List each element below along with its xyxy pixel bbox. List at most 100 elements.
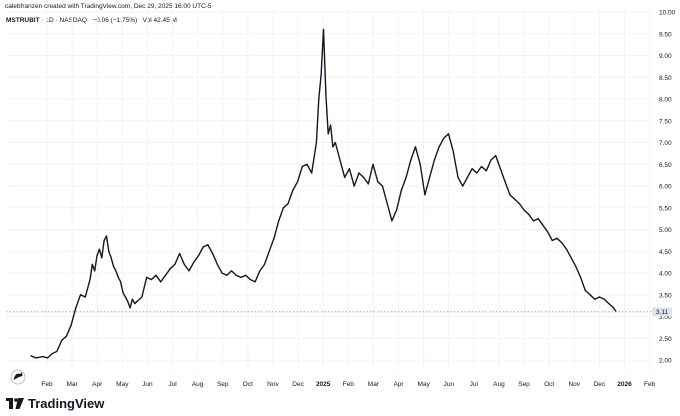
price-point [490,159,492,161]
y-tick-label: 8.50 [659,75,672,82]
price-point [117,276,119,279]
price-point [433,159,435,161]
price-point [278,220,280,222]
price-point [94,270,96,272]
price-point [518,202,520,205]
price-point [575,265,577,268]
price-point [443,137,445,139]
price-point [532,220,535,222]
y-tick-label: 3.00 [659,314,672,321]
x-tick-label: Nov [267,381,279,388]
price-point [372,163,374,165]
y-tick-label: 5.00 [659,227,672,234]
price-point [561,242,563,244]
price-point [122,292,124,294]
price-point [513,198,516,200]
tradingview-brand[interactable]: TradingView [6,396,104,411]
x-tick-label: 2026 [617,381,632,388]
price-point [145,276,148,279]
replay-icon-group[interactable] [10,369,26,385]
y-tick-label: 5.50 [659,205,672,212]
price-point [127,300,129,302]
price-point [334,141,336,144]
price-point [134,302,136,305]
price-point [424,194,426,196]
price-point [400,189,402,192]
time-axis[interactable]: Feb Mar Apr May Jun Jul Aug Sep Oct Nov Dec 2025 Feb… [41,381,655,388]
x-tick-label: Nov [568,381,580,388]
price-point [202,246,204,248]
price-point [322,28,325,31]
price-point [584,289,586,292]
y-tick-label: 2.50 [659,336,672,343]
price-point [414,146,417,148]
price-point [174,263,176,265]
y-tick-label: 3.50 [659,292,672,299]
price-point [292,189,294,192]
price-point [98,248,101,250]
price-point [311,172,313,174]
price-point [452,150,454,152]
price-point [282,207,284,209]
price-point [89,279,91,281]
price-point [193,261,195,263]
last-price-marker: 3.11 [6,307,672,317]
price-point [485,170,487,172]
y-tick-label: 4.50 [659,249,672,256]
x-tick-label: May [417,381,430,388]
legend-symbol[interactable]: MSTRUBIT [6,17,40,24]
price-point [75,307,77,309]
price-point [110,257,112,259]
price-point [103,239,105,242]
price-point [91,263,93,265]
price-point [332,146,334,148]
y-tick-label: 9.00 [659,53,672,60]
price-point [197,255,200,257]
price-point [61,339,63,342]
price-point [235,274,237,276]
x-tick-label: Dec [594,381,606,388]
last-price-badge [652,307,672,317]
x-tick-label: Mar [67,381,79,388]
x-tick-label: Oct [544,381,554,388]
price-point [608,302,610,305]
price-point [216,263,218,265]
price-point [377,181,379,183]
x-tick-label: Dec [292,381,304,388]
price-point [120,281,122,283]
price-point [141,296,143,298]
price-point [212,252,214,255]
x-tick-label: Jul [168,381,177,388]
chart-caption: calebfranzen created with TradingView.co… [5,3,212,10]
brand-name: TradingView [28,396,105,411]
price-axis[interactable]: 10.00 9.50 9.00 8.50 8.00 7.50 7.00 6.50 6.00 5.5… [659,10,676,365]
price-point [466,176,468,178]
price-point [410,159,412,161]
legend-separator: · [55,17,60,24]
price-point [254,281,256,283]
price-point [318,98,320,100]
price-point [129,307,131,309]
series-layer [30,28,617,359]
y-tick-label: 6.00 [659,184,672,191]
last-price-label: 3.11 [656,309,669,316]
price-point [296,181,299,183]
price-point [188,270,190,272]
x-tick-label: Oct [243,381,253,388]
x-tick-label: May [116,381,129,388]
price-point [438,146,440,148]
price-point [169,268,171,270]
price-point [528,213,530,215]
price-point [164,274,167,276]
price-point [580,276,582,279]
price-point [589,294,591,296]
price-point [249,279,251,281]
y-tick-label: 8.00 [659,97,672,104]
symbol-legend: MSTRUBIT · 1D · NASDAQ −0.06 (−1.75%) Vo… [6,17,177,24]
price-point [537,218,539,220]
price-point [546,231,549,233]
price-point [594,298,596,300]
price-point [230,270,233,272]
price-point [51,352,53,355]
